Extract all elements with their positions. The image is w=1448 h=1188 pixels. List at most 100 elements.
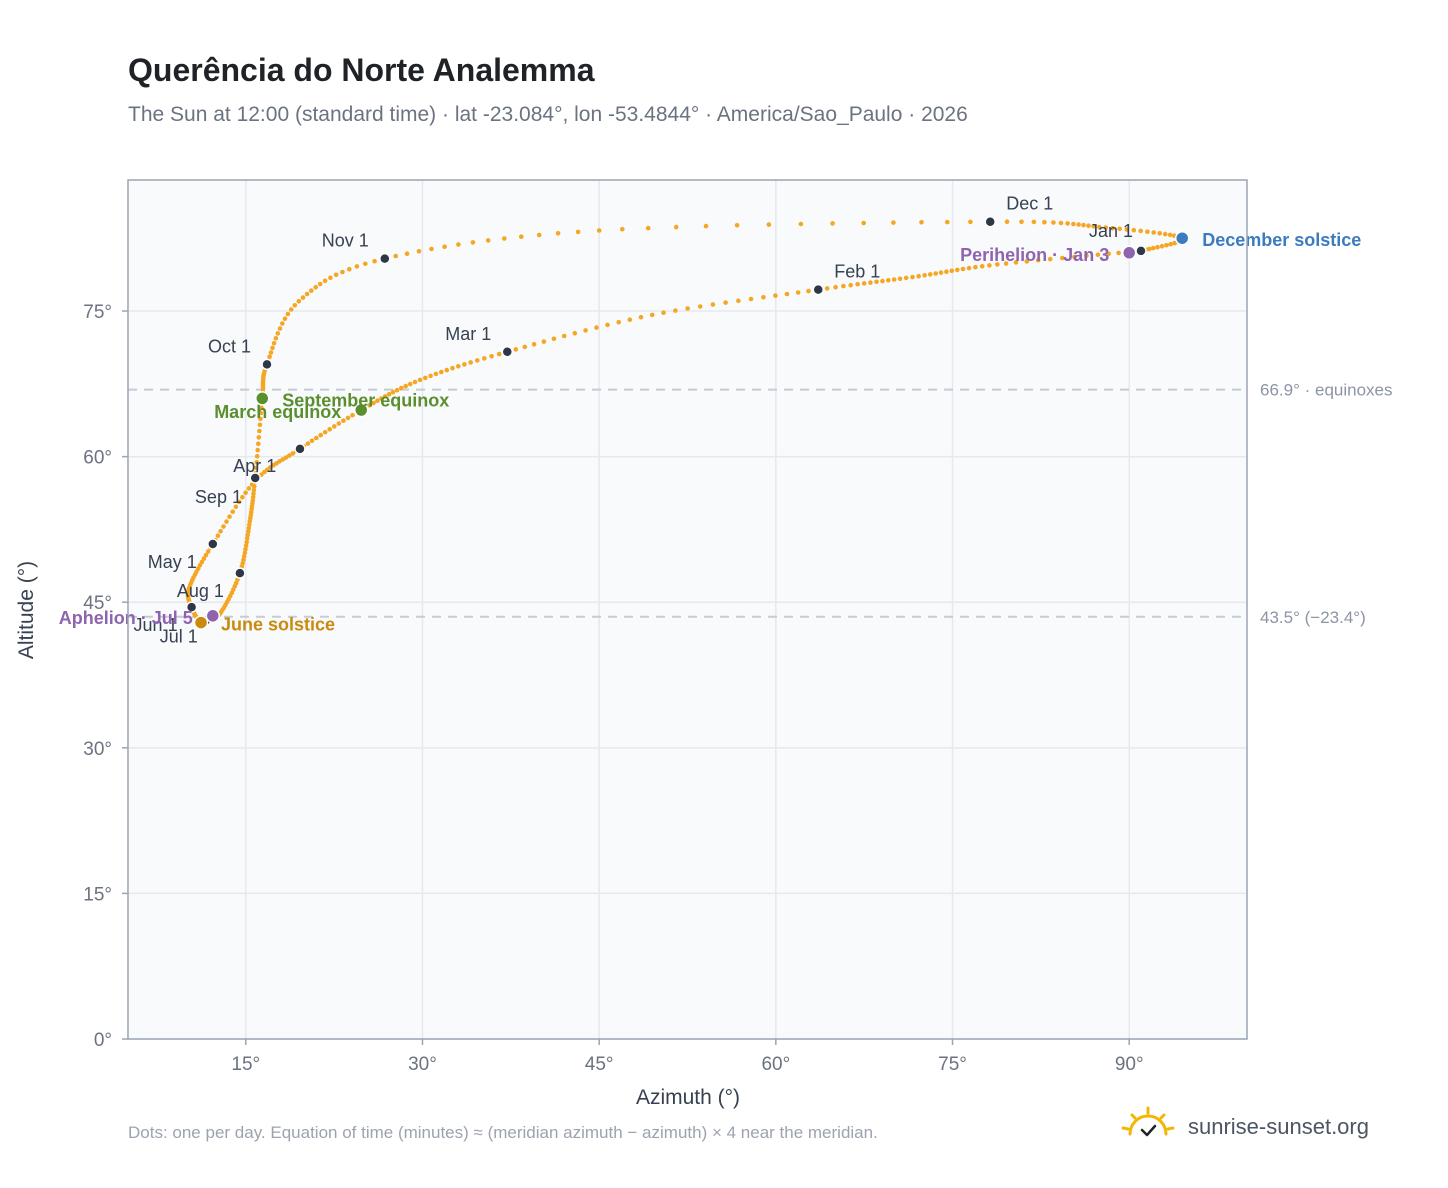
daily-sun-dot bbox=[250, 494, 256, 500]
daily-sun-dot bbox=[594, 325, 599, 330]
daily-sun-dot bbox=[1013, 260, 1019, 265]
daily-sun-dot bbox=[296, 299, 302, 304]
daily-sun-dot bbox=[784, 291, 790, 297]
daily-sun-dot bbox=[748, 296, 754, 302]
daily-sun-dot bbox=[215, 533, 221, 538]
daily-sun-dot bbox=[285, 311, 291, 317]
daily-sun-dot bbox=[824, 286, 830, 291]
daily-sun-dot bbox=[1162, 231, 1168, 237]
daily-sun-dot bbox=[697, 304, 703, 309]
page-subtitle: The Sun at 12:00 (standard time) · lat -… bbox=[128, 103, 968, 126]
x-tick-label: 75° bbox=[938, 1054, 967, 1075]
daily-sun-dot bbox=[253, 465, 259, 471]
daily-sun-dot bbox=[243, 543, 249, 548]
daily-sun-dot bbox=[399, 385, 404, 391]
daily-sun-dot bbox=[243, 546, 248, 552]
daily-sun-dot bbox=[891, 277, 897, 282]
daily-sun-dot bbox=[919, 220, 924, 225]
daily-sun-dot bbox=[627, 317, 633, 323]
daily-sun-dot bbox=[275, 331, 281, 336]
daily-sun-dot bbox=[341, 418, 346, 424]
daily-sun-dot bbox=[922, 273, 927, 278]
daily-sun-dot bbox=[1124, 227, 1130, 232]
daily-sun-dot bbox=[1004, 219, 1010, 224]
daily-sun-dot bbox=[1164, 242, 1169, 248]
daily-sun-dot bbox=[482, 356, 487, 361]
daily-sun-dot bbox=[1086, 223, 1091, 228]
daily-sun-dot bbox=[363, 261, 368, 267]
daily-sun-dot bbox=[596, 228, 602, 233]
x-axis-ticks: 15° 30° 45° 60° 75° 90° bbox=[231, 1039, 1144, 1075]
plot-frame bbox=[127, 179, 1248, 1040]
daily-sun-dot bbox=[403, 383, 409, 389]
daily-sun-dot bbox=[439, 369, 444, 375]
daily-sun-dot bbox=[833, 284, 838, 290]
reference-line-label: 43.5° (−23.4°) bbox=[1260, 608, 1366, 627]
daily-sun-dot bbox=[855, 281, 860, 287]
daily-sun-dot bbox=[286, 453, 292, 458]
daily-sun-dot bbox=[241, 554, 247, 559]
daily-sun-dot bbox=[531, 342, 537, 347]
daily-sun-dot bbox=[257, 428, 262, 434]
daily-sun-dot bbox=[244, 539, 249, 545]
daily-sun-dot bbox=[423, 375, 428, 381]
daily-sun-dot bbox=[407, 381, 413, 387]
daily-sun-dot bbox=[661, 310, 666, 316]
daily-sun-dot bbox=[616, 319, 621, 325]
daily-sun-dot bbox=[1072, 254, 1077, 260]
x-tick-label: 15° bbox=[231, 1054, 260, 1075]
daily-sun-dot bbox=[1076, 222, 1081, 227]
daily-sun-dot bbox=[1146, 246, 1152, 252]
daily-sun-dot bbox=[995, 262, 1000, 267]
analemma-curve bbox=[185, 219, 1186, 625]
daily-sun-dot bbox=[987, 263, 992, 268]
daily-sun-dot bbox=[638, 314, 644, 320]
daily-sun-dot bbox=[468, 360, 474, 365]
daily-sun-dot bbox=[1157, 231, 1162, 236]
daily-sun-dot bbox=[205, 549, 211, 554]
daily-sun-dot bbox=[798, 221, 804, 227]
daily-sun-dot bbox=[703, 223, 709, 229]
daily-sun-dot bbox=[979, 264, 985, 269]
month-label: Aug 1 bbox=[177, 581, 224, 601]
daily-sun-dot bbox=[201, 556, 207, 561]
event-label: March equinox bbox=[214, 402, 341, 422]
daily-sun-dot bbox=[257, 422, 263, 428]
daily-sun-dot bbox=[350, 412, 355, 418]
daily-sun-dot bbox=[240, 494, 245, 500]
daily-sun-dot bbox=[259, 405, 264, 411]
daily-sun-dot bbox=[336, 421, 342, 426]
event-marker bbox=[193, 615, 209, 630]
brand[interactable]: sunrise-sunset.org bbox=[1120, 1104, 1369, 1149]
daily-sun-dot bbox=[1047, 256, 1053, 262]
month-marker bbox=[207, 538, 219, 550]
daily-sun-dot bbox=[328, 275, 333, 281]
daily-sun-dot bbox=[462, 362, 467, 367]
daily-sun-dot bbox=[394, 387, 400, 393]
daily-sun-dot bbox=[382, 394, 388, 399]
daily-sun-dot bbox=[256, 435, 262, 440]
daily-sun-dot bbox=[649, 312, 655, 318]
daily-sun-dot bbox=[282, 316, 288, 322]
daily-sun-dot bbox=[955, 267, 960, 273]
daily-sun-dot bbox=[555, 231, 561, 236]
daily-sun-dot bbox=[1060, 255, 1065, 261]
event-marker bbox=[353, 402, 369, 418]
daily-sun-dot bbox=[309, 288, 314, 293]
x-tick-label: 45° bbox=[585, 1054, 614, 1075]
x-tick-label: 30° bbox=[408, 1054, 437, 1075]
daily-sun-dot bbox=[868, 280, 873, 285]
y-tick-label: 75° bbox=[83, 302, 112, 323]
month-label: Mar 1 bbox=[445, 324, 491, 344]
daily-sun-dot bbox=[230, 509, 235, 514]
daily-sun-dot bbox=[1051, 220, 1056, 225]
daily-sun-dot bbox=[317, 281, 323, 287]
month-marker bbox=[261, 358, 273, 371]
daily-sun-dot bbox=[536, 232, 542, 238]
daily-sun-dot bbox=[583, 328, 588, 333]
daily-sun-dot bbox=[379, 396, 384, 401]
daily-sun-dot bbox=[236, 499, 242, 505]
daily-sun-dot bbox=[277, 326, 283, 331]
daily-sun-dot bbox=[372, 258, 377, 264]
